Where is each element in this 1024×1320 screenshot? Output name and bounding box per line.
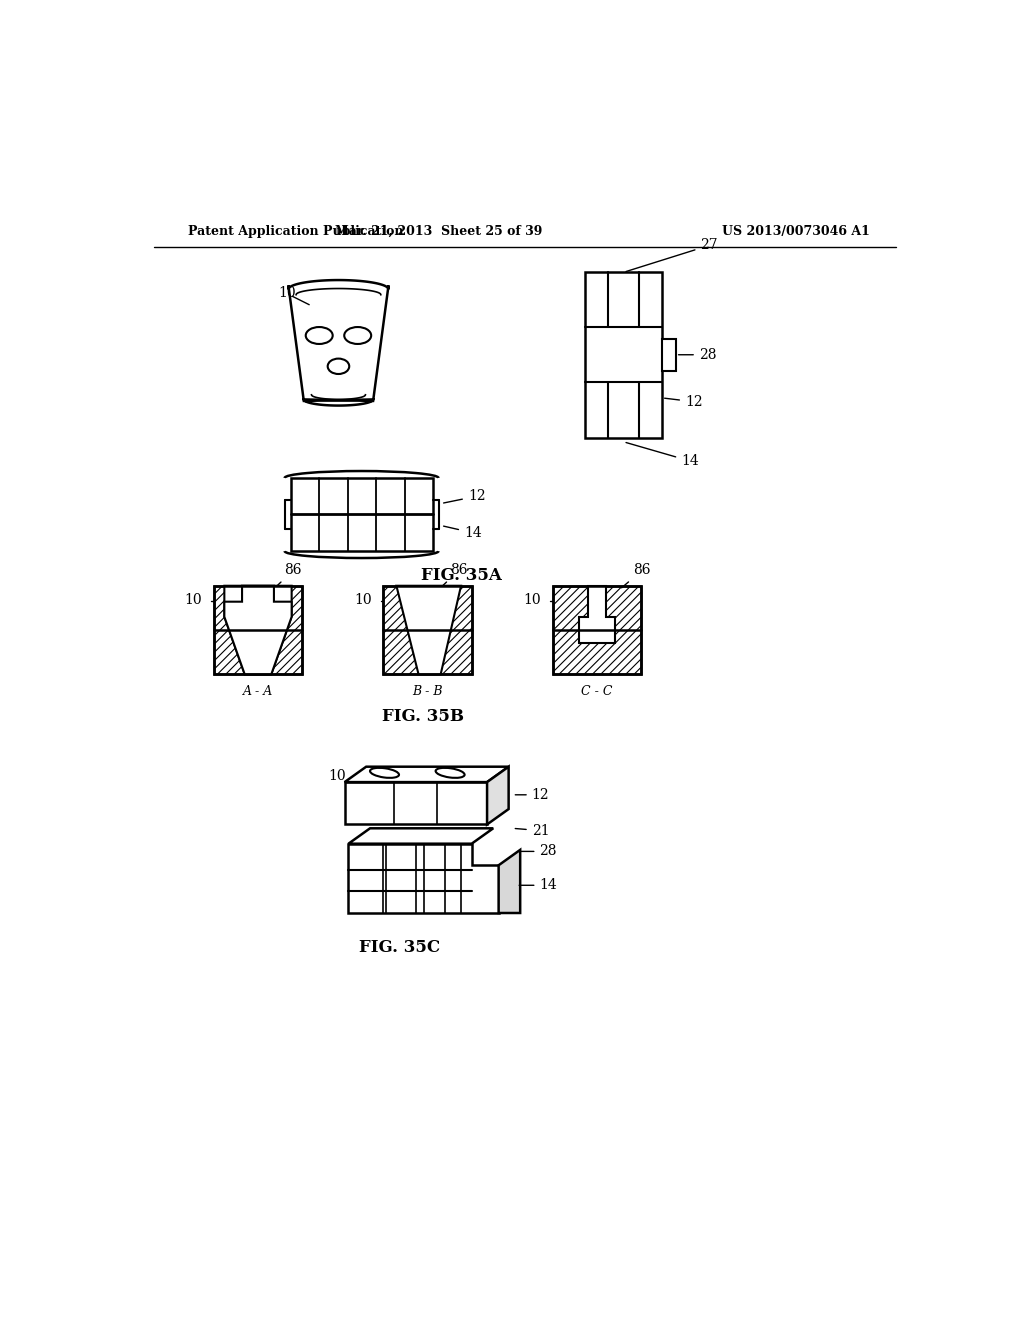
Bar: [345, 781, 487, 825]
Text: Mar. 21, 2013  Sheet 25 of 39: Mar. 21, 2013 Sheet 25 of 39: [335, 224, 543, 238]
Polygon shape: [348, 829, 494, 843]
Polygon shape: [499, 850, 520, 913]
Text: FIG. 35C: FIG. 35C: [359, 939, 440, 956]
Text: 12: 12: [515, 788, 549, 801]
Ellipse shape: [344, 327, 371, 345]
Polygon shape: [396, 586, 461, 675]
Text: A - A: A - A: [243, 685, 272, 698]
Bar: [585, 272, 662, 438]
Text: 86: 86: [440, 564, 468, 587]
Bar: [553, 586, 641, 675]
Text: FIG. 35B: FIG. 35B: [382, 708, 464, 725]
Text: 10: 10: [354, 593, 372, 607]
Text: B - B: B - B: [412, 685, 442, 698]
Text: C - C: C - C: [581, 685, 612, 698]
Polygon shape: [348, 843, 499, 913]
Bar: [383, 586, 472, 675]
Polygon shape: [580, 586, 614, 643]
Ellipse shape: [370, 768, 399, 777]
Bar: [291, 478, 433, 552]
Text: 86: 86: [622, 564, 651, 587]
Text: 14: 14: [443, 525, 481, 540]
Bar: [553, 586, 641, 675]
Text: 27: 27: [626, 239, 718, 272]
Bar: [214, 586, 302, 675]
Polygon shape: [345, 767, 509, 781]
Text: 21: 21: [515, 824, 549, 838]
Text: 28: 28: [679, 347, 717, 362]
Text: 86: 86: [275, 564, 302, 587]
Text: FIG. 35A: FIG. 35A: [421, 568, 502, 585]
Ellipse shape: [435, 768, 465, 777]
Text: 10: 10: [329, 770, 346, 783]
Bar: [662, 339, 676, 371]
Text: US 2013/0073046 A1: US 2013/0073046 A1: [722, 224, 869, 238]
Text: 14: 14: [519, 878, 557, 892]
Polygon shape: [487, 767, 509, 825]
Polygon shape: [224, 586, 292, 675]
Ellipse shape: [306, 327, 333, 345]
Text: 10: 10: [279, 286, 296, 300]
Bar: [383, 586, 472, 675]
Ellipse shape: [328, 359, 349, 374]
Text: 12: 12: [443, 490, 485, 503]
Text: Patent Application Publication: Patent Application Publication: [188, 224, 403, 238]
Polygon shape: [224, 586, 292, 675]
Bar: [214, 586, 302, 675]
Text: 28: 28: [519, 845, 557, 858]
Text: 10: 10: [523, 593, 541, 607]
Text: 10: 10: [184, 593, 202, 607]
Text: 12: 12: [665, 395, 702, 409]
Polygon shape: [289, 280, 388, 405]
Text: 14: 14: [626, 442, 698, 469]
